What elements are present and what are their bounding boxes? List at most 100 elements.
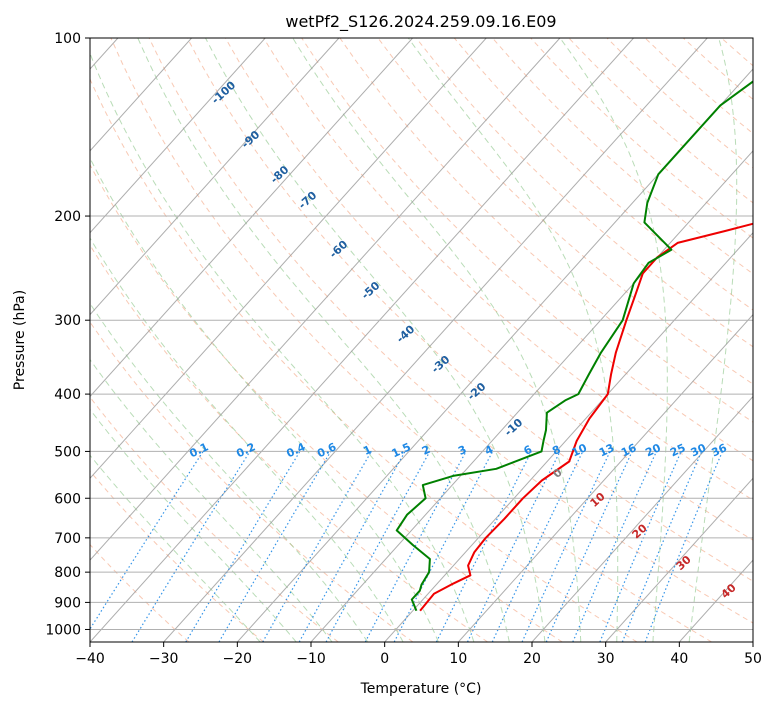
- dry-adiabat: [90, 244, 488, 642]
- moist-adiabat: [90, 408, 297, 642]
- isotherm: [90, 38, 340, 316]
- y-tick-label: 600: [54, 491, 81, 507]
- isotherm: [90, 38, 413, 398]
- mixing-ratio-line: [545, 451, 633, 642]
- background-lines: [90, 38, 775, 642]
- moist-adiabat: [90, 52, 475, 642]
- mixing-ratio-label: 20: [643, 441, 663, 459]
- y-tick-label: 200: [54, 209, 81, 225]
- mixing-ratio-label: 0.2: [234, 440, 257, 460]
- dry-adiabat: [415, 38, 753, 348]
- dry-adiabat: [148, 38, 753, 624]
- isotherm: [90, 38, 561, 561]
- dry-adiabat: [90, 321, 414, 642]
- dry-adiabat: [186, 38, 753, 582]
- dry-adiabat: [644, 38, 753, 135]
- mixing-ratio-line: [90, 451, 204, 631]
- x-axis-ticks: −40 −30 −20 −10 0 10 20 30 40 50: [75, 642, 762, 667]
- mixing-ratio-label: 0.1: [187, 440, 210, 460]
- mixing-ratio-line: [466, 451, 561, 642]
- isotherm: [90, 38, 634, 642]
- height-label: 30: [674, 553, 694, 573]
- height-label: -50: [359, 279, 383, 302]
- mixing-ratio-label: 1: [361, 443, 373, 458]
- dry-adiabat: [377, 38, 753, 385]
- mixing-ratio-line: [644, 451, 723, 642]
- moist-adiabat: [90, 454, 261, 642]
- isotherm: [236, 68, 753, 642]
- y-tick-label: 700: [54, 531, 81, 547]
- isotherm: [90, 38, 192, 152]
- mixing-ratio-label: 25: [668, 441, 687, 459]
- x-tick-label: 30: [597, 651, 615, 667]
- y-tick-label: 300: [54, 313, 81, 329]
- chart-title: wetPf2_S126.2024.259.09.16.E09: [285, 12, 556, 32]
- moist-adiabat: [292, 38, 582, 642]
- isotherm: [531, 395, 753, 642]
- x-tick-label: 50: [744, 651, 762, 667]
- mixing-ratio-label: 30: [689, 441, 709, 459]
- mixing-ratio-label: 36: [710, 441, 730, 459]
- height-label: -100: [209, 78, 238, 106]
- mixing-ratio-label: 0.4: [284, 440, 307, 460]
- dry-adiabat: [263, 38, 753, 501]
- isotherm: [605, 477, 753, 642]
- isotherm: [457, 313, 753, 642]
- dewpoint-line: [395, 80, 753, 612]
- mixing-ratio-line: [621, 451, 703, 642]
- moist-adiabat: [205, 38, 546, 642]
- temperature-line: [419, 222, 753, 612]
- height-label: -80: [268, 163, 292, 186]
- isotherm: [384, 231, 753, 642]
- height-label: -20: [465, 380, 489, 403]
- dry-adiabat: [760, 38, 775, 642]
- mixing-ratio-line: [185, 451, 301, 642]
- x-tick-label: −30: [149, 651, 179, 667]
- isotherm: [90, 38, 266, 234]
- y-tick-label: 500: [54, 444, 81, 460]
- y-tick-label: 100: [54, 31, 81, 47]
- moist-adiabat: [90, 157, 439, 642]
- dry-adiabat: [90, 163, 563, 642]
- dry-adiabat: [530, 38, 753, 239]
- x-tick-label: 0: [380, 651, 389, 667]
- moist-adiabat: [559, 38, 668, 642]
- x-axis-label: Temperature (°C): [360, 681, 482, 697]
- mixing-ratio-label: 10: [570, 441, 590, 459]
- mixing-ratio-line: [491, 451, 584, 642]
- isotherm: [90, 38, 487, 480]
- y-tick-label: 400: [54, 387, 81, 403]
- isotherm: [163, 38, 708, 642]
- x-tick-label: 40: [670, 651, 688, 667]
- height-label: -60: [327, 238, 351, 261]
- y-axis-label: Pressure (hPa): [12, 290, 28, 390]
- mixing-ratio-line: [599, 451, 682, 642]
- height-label: 20: [630, 521, 650, 541]
- moist-adiabat: [688, 38, 738, 642]
- y-tick-label: 800: [54, 565, 81, 581]
- mixing-ratio-label: 3: [456, 443, 468, 458]
- x-tick-label: −20: [223, 651, 253, 667]
- dry-adiabat: [90, 77, 638, 642]
- moist-adiabat: [90, 358, 333, 642]
- height-label: -10: [502, 416, 526, 439]
- isotherm: [310, 150, 753, 642]
- dry-adiabat: [301, 38, 753, 462]
- isotherm: [752, 641, 753, 642]
- mixing-ratio-label: 4: [483, 443, 496, 458]
- y-axis-ticks: 100 200 300 400 500 600 700 800 900 1000: [45, 31, 90, 638]
- dry-adiabat: [90, 470, 264, 642]
- x-tick-label: −40: [75, 651, 105, 667]
- pressure-grid: [90, 38, 753, 630]
- mixing-ratio-line: [298, 451, 406, 642]
- moist-adiabat: [90, 237, 404, 642]
- x-tick-label: 20: [523, 651, 541, 667]
- moist-adiabat: [407, 38, 619, 642]
- height-label: -40: [394, 322, 418, 345]
- height-label: 40: [719, 581, 739, 601]
- dry-adiabat: [224, 38, 753, 541]
- mixing-ratio-label: 13: [597, 441, 616, 459]
- y-tick-label: 1000: [45, 622, 81, 638]
- x-tick-label: −10: [296, 651, 326, 667]
